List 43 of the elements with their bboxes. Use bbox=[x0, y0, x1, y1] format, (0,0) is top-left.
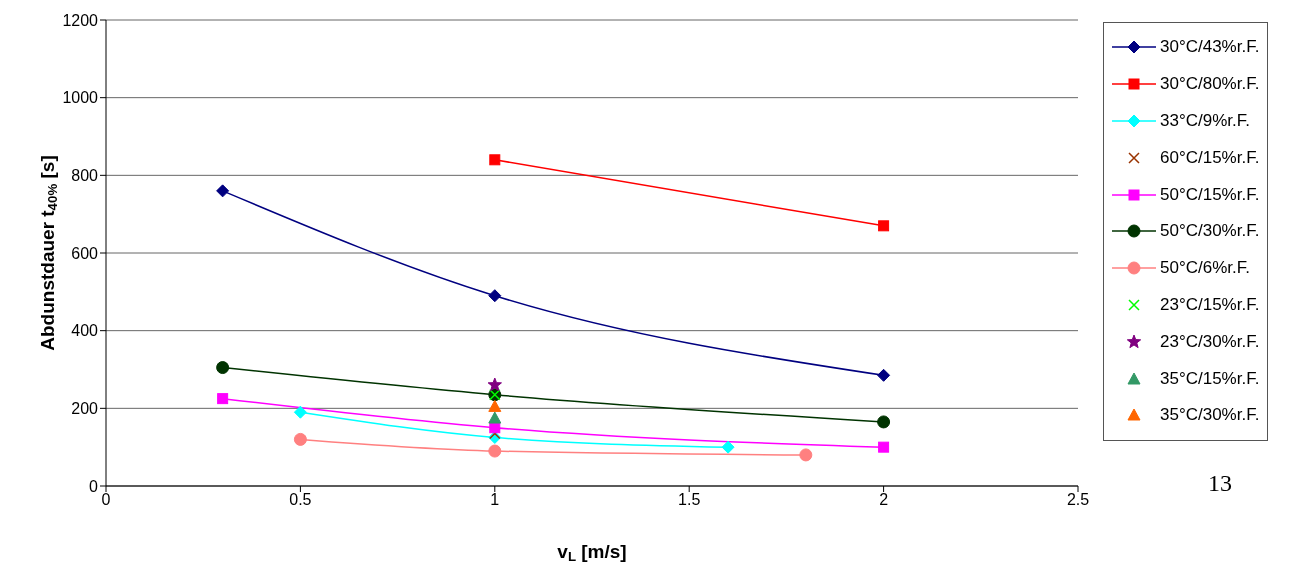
point bbox=[878, 220, 890, 232]
legend-label: 35°C/15%r.F. bbox=[1160, 368, 1260, 389]
y-tick-label: 1000 bbox=[62, 89, 99, 107]
y-tick-label: 200 bbox=[71, 400, 99, 418]
point bbox=[216, 184, 230, 198]
x-tick-label: 1.5 bbox=[678, 491, 701, 509]
y-tick-label: 0 bbox=[89, 477, 99, 495]
x-tick-label: 1 bbox=[490, 491, 500, 509]
y-tick-label: 800 bbox=[71, 167, 99, 185]
point bbox=[488, 444, 502, 458]
legend-label: 50°C/6%r.F. bbox=[1160, 258, 1250, 279]
point bbox=[488, 399, 502, 412]
legend-label: 50°C/30%r.F. bbox=[1160, 221, 1260, 242]
legend-label: 23°C/30%r.F. bbox=[1160, 331, 1260, 352]
point bbox=[877, 415, 891, 429]
x-tick-label: 2.5 bbox=[1066, 491, 1090, 509]
legend-label: 50°C/15%r.F. bbox=[1160, 184, 1260, 205]
point bbox=[216, 361, 230, 375]
point bbox=[293, 405, 307, 419]
x-tick-label: 0 bbox=[101, 491, 111, 509]
legend-label: 30°C/43%r.F. bbox=[1160, 37, 1260, 58]
y-tick-label: 400 bbox=[71, 322, 99, 340]
y-tick-label: 1200 bbox=[62, 11, 99, 29]
legend-label: 60°C/15%r.F. bbox=[1160, 147, 1260, 168]
point bbox=[721, 440, 735, 454]
point bbox=[877, 368, 891, 382]
x-tick-label: 2 bbox=[879, 491, 889, 509]
point bbox=[217, 393, 229, 405]
legend-label: 35°C/30%r.F. bbox=[1160, 405, 1260, 426]
legend-label: 30°C/80%r.F. bbox=[1160, 74, 1260, 95]
x-axis-title: v$_{L}$ [m/s] bbox=[557, 541, 627, 565]
point bbox=[488, 289, 502, 303]
point bbox=[487, 377, 502, 392]
point bbox=[878, 441, 890, 453]
point bbox=[799, 448, 813, 462]
y-tick-label: 600 bbox=[71, 244, 99, 262]
point bbox=[293, 432, 307, 446]
legend-label: 33°C/9%r.F. bbox=[1160, 110, 1250, 131]
legend-label: 23°C/15%r.F. bbox=[1160, 294, 1260, 315]
x-tick-label: 0.5 bbox=[289, 491, 312, 509]
point bbox=[488, 411, 502, 424]
point bbox=[489, 154, 501, 166]
text: 13 bbox=[1208, 470, 1232, 497]
